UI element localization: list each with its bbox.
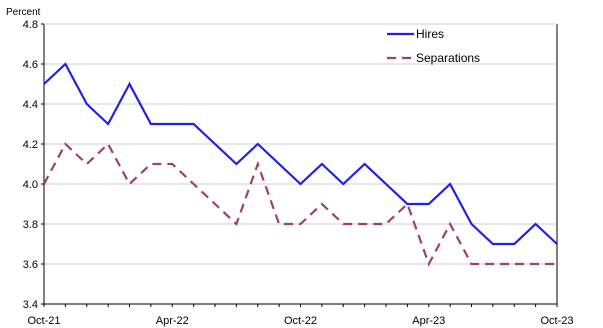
data-point-hires xyxy=(342,183,344,185)
y-tick-label: 3.6 xyxy=(23,259,38,271)
data-point-separations xyxy=(150,163,152,165)
data-point-hires xyxy=(171,123,173,125)
data-point-hires xyxy=(299,183,301,185)
data-point-separations xyxy=(449,223,451,225)
data-point-hires xyxy=(192,123,194,125)
data-point-hires xyxy=(556,243,558,245)
data-point-separations xyxy=(214,203,216,205)
data-point-separations xyxy=(299,223,301,225)
data-point-separations xyxy=(192,183,194,185)
y-axis-title: Percent xyxy=(6,7,41,18)
data-point-separations xyxy=(235,223,237,225)
y-tick-label: 4.6 xyxy=(23,59,38,71)
data-point-hires xyxy=(257,143,259,145)
data-point-separations xyxy=(556,263,558,265)
series-line-hires xyxy=(43,62,558,246)
data-point-hires xyxy=(128,83,130,85)
data-point-hires xyxy=(492,243,494,245)
y-tick-label: 4.2 xyxy=(23,139,38,151)
data-point-separations xyxy=(406,203,408,205)
data-point-separations xyxy=(278,223,280,225)
x-tick-labels: Oct-21 Apr-22 Oct-22 Apr-23 Oct-23 xyxy=(27,315,573,327)
data-point-separations xyxy=(321,203,323,205)
data-point-hires xyxy=(449,183,451,185)
data-point-hires xyxy=(513,243,515,245)
data-point-separations xyxy=(342,223,344,225)
data-point-separations xyxy=(86,163,88,165)
y-tick-labels: 3.4 3.6 3.8 4.0 4.2 4.4 4.6 4.8 xyxy=(23,19,38,311)
x-tick-label: Apr-22 xyxy=(156,315,189,327)
axes xyxy=(41,23,558,307)
data-point-separations xyxy=(128,183,130,185)
y-tick-label: 4.8 xyxy=(23,19,38,31)
x-tick-label: Oct-21 xyxy=(27,315,60,327)
data-point-separations xyxy=(64,143,66,145)
y-tick-label: 4.0 xyxy=(23,179,38,191)
y-tick-label: 3.8 xyxy=(23,219,38,231)
legend-label-separations: Separations xyxy=(416,51,480,65)
data-point-separations xyxy=(428,263,430,265)
legend-label-hires: Hires xyxy=(416,27,444,41)
data-point-separations xyxy=(385,223,387,225)
data-point-hires xyxy=(214,143,216,145)
data-point-hires xyxy=(278,163,280,165)
data-point-hires xyxy=(470,223,472,225)
data-point-separations xyxy=(492,263,494,265)
data-point-separations xyxy=(534,263,536,265)
series-line-separations xyxy=(43,142,557,267)
data-point-hires xyxy=(150,123,152,125)
data-point-hires xyxy=(43,83,45,85)
data-point-hires xyxy=(534,223,536,225)
data-point-hires xyxy=(428,203,430,205)
data-point-separations xyxy=(363,223,365,225)
data-point-hires xyxy=(235,163,237,165)
gridlines xyxy=(44,23,557,305)
data-point-hires xyxy=(107,123,109,125)
y-tick-label: 4.4 xyxy=(23,99,38,111)
data-point-hires xyxy=(321,163,323,165)
x-tick-label: Apr-23 xyxy=(412,315,445,327)
series-lines xyxy=(43,62,558,267)
legend: Hires Separations xyxy=(387,27,480,65)
data-point-hires xyxy=(363,163,365,165)
x-tick-label: Oct-22 xyxy=(284,315,317,327)
data-point-hires xyxy=(64,63,66,65)
data-point-separations xyxy=(171,163,173,165)
data-point-separations xyxy=(107,143,109,145)
data-point-separations xyxy=(43,183,45,185)
data-point-hires xyxy=(385,183,387,185)
y-tick-label: 3.4 xyxy=(23,299,38,311)
data-point-separations xyxy=(257,163,259,165)
x-tick-label: Oct-23 xyxy=(540,315,573,327)
data-point-separations xyxy=(513,263,515,265)
data-point-separations xyxy=(470,263,472,265)
data-point-hires xyxy=(86,103,88,105)
